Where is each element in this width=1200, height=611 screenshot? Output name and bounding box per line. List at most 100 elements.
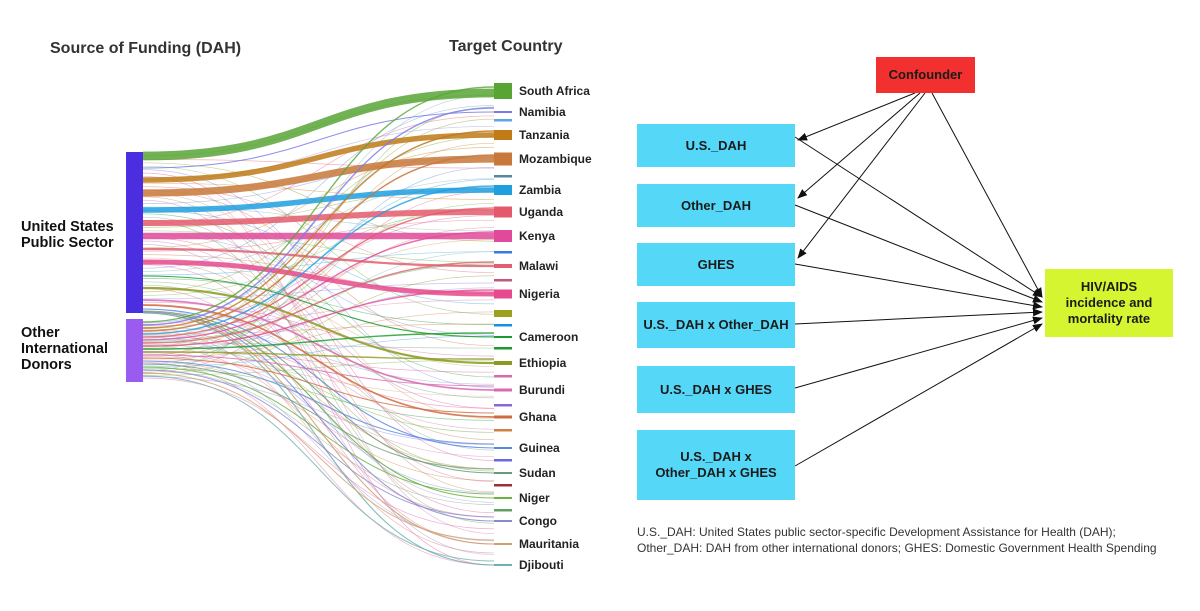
minor-flow [142,136,495,293]
flow-other-mauritania [142,372,495,541]
minor-flow [142,165,495,315]
flow-other-congo [142,369,495,518]
edge-usdah-outcome [794,136,1043,298]
flow-other-south-africa [142,86,495,323]
target-node-tanzania [494,130,512,140]
target-node-congo [494,520,512,522]
target-node-minor [494,459,512,462]
minor-flow [142,142,495,356]
flow-us-south-africa [142,88,495,161]
edge-ghes-outcome [794,263,1043,310]
source-node-other [126,319,143,382]
country-label: Burundi [519,383,565,397]
flow-other-namibia [142,107,495,326]
confounder-box: Confounder [876,57,975,93]
edge-confounder-otherdah [797,92,921,199]
flow-us-mozambique [142,155,495,197]
flow-other-nigeria [142,289,495,347]
footnote: U.S._DAH: United States public sector-sp… [637,525,1157,555]
country-label: Namibia [519,105,566,119]
flow-other-niger [142,366,495,495]
source-label-other-line-2: International [21,341,109,357]
source-label-other-line-1: Other [21,325,60,341]
flow-other-guinea [142,360,495,445]
edge-confounder-usdah [797,92,916,141]
minor-flow [142,311,495,359]
target-node-minor [494,347,512,350]
target-node-minor [494,119,512,122]
source-label-us: United States Public Sector [21,219,114,251]
minor-flow [142,359,495,376]
target-node-namibia [494,111,512,113]
edge-confounder-outcome [931,92,1043,298]
minor-flow [142,360,495,481]
country-label: Niger [519,491,550,505]
edge-usdah-ghes-outcome [794,316,1043,389]
flow-us-tanzania [142,132,495,183]
minor-flow [142,189,495,347]
target-node-minor [494,310,512,317]
minor-flow [142,261,495,441]
target-node-minor [494,404,512,407]
country-label: Ghana [519,410,557,424]
minor-flow [142,182,495,200]
country-label: Kenya [519,229,556,243]
minor-flow [142,323,495,335]
minor-flow [142,105,495,269]
country-label: Nigeria [519,287,560,301]
flow-other-tanzania [142,130,495,329]
country-label: Djibouti [519,558,564,572]
minor-flow [142,233,495,336]
minor-flow [142,178,495,272]
minor-flow [142,216,495,451]
minor-flow [142,251,495,276]
flow-other-sudan [142,363,495,470]
edge-confounder-ghes [797,92,926,259]
country-label: Zambia [519,183,562,197]
country-label: South Africa [519,84,590,98]
country-label: Cameroon [519,330,579,344]
variable-box-other-dah: Other_DAH [637,184,795,227]
variable-box-us-dah: U.S._DAH [637,124,795,167]
flow-us-sudan [142,310,495,474]
target-node-minor [494,251,512,254]
flow-other-ghana [142,357,495,414]
target-node-niger [494,497,512,499]
country-label: Congo [519,514,557,528]
edge-usdah-otherdah-outcome [794,308,1043,325]
country-label: Sudan [519,466,556,480]
target-node-malawi [494,264,512,268]
target-node-mauritania [494,543,512,545]
flow-us-zambia [142,187,495,213]
flow-other-malawi [142,261,495,344]
source-header: Source of Funding (DAH) [50,40,242,57]
minor-flow [142,237,495,409]
target-node-ethiopia [494,361,512,365]
variable-box-ghes: GHES [637,243,795,286]
target-node-minor [494,375,512,378]
variable-box-three-way: U.S._DAH x Other_DAH x GHES [637,430,795,500]
target-node-djibouti [494,564,512,566]
target-node-minor [494,429,512,432]
minor-flow [142,281,495,399]
minor-flow [142,278,495,326]
country-label: Uganda [519,205,564,219]
target-node-kenya [494,230,512,242]
flow-us-namibia [142,111,495,169]
source-label-other-line-3: Donors [21,357,72,373]
target-node-minor [494,324,512,327]
flow-other-cameroon [142,332,495,350]
target-node-south-africa [494,83,512,99]
target-node-sudan [494,472,512,474]
outcome-line-1: HIV/AIDS [1080,279,1138,294]
country-label: Mauritania [519,537,580,551]
minor-flow [142,336,495,494]
variable-box-us-ghes: U.S._DAH x GHES [637,366,795,413]
target-node-guinea [494,447,512,449]
minor-flow [142,305,495,430]
minor-flow [142,329,495,554]
country-label: Mozambique [519,152,592,166]
minor-flow [142,191,495,373]
